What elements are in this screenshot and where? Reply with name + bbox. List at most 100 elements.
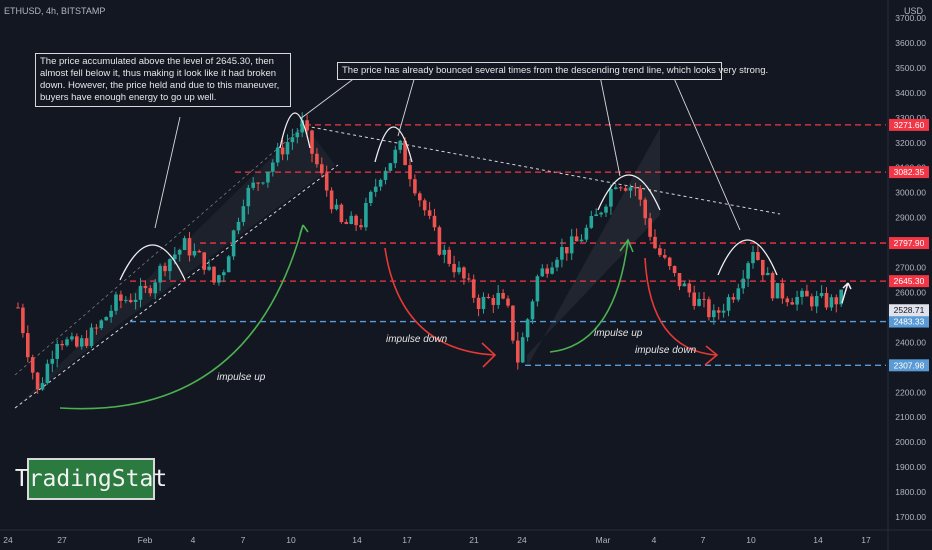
- candle-body: [491, 298, 496, 305]
- candle-body: [721, 310, 726, 313]
- candle-body: [104, 317, 108, 321]
- candle-body: [550, 267, 554, 274]
- candle-body: [124, 299, 128, 301]
- candle-body: [383, 170, 388, 180]
- candle-body: [30, 357, 35, 373]
- impulse-down-arrowhead-1: [481, 342, 497, 368]
- candle-body: [790, 302, 794, 305]
- candle-body: [712, 310, 716, 318]
- candle-body: [746, 263, 750, 279]
- candle-body: [84, 338, 89, 346]
- candle-body: [285, 142, 290, 155]
- y-tick-label: 3500.00: [895, 63, 926, 73]
- y-tick-label: 2100.00: [895, 412, 926, 422]
- candle-body: [540, 268, 545, 277]
- candle-body: [393, 149, 398, 164]
- candle-body: [467, 278, 471, 280]
- top-arc: [717, 239, 778, 276]
- x-tick-label: 17: [402, 535, 412, 545]
- candle-body: [295, 132, 300, 138]
- candle-body: [153, 282, 157, 294]
- x-tick-label: 24: [517, 535, 527, 545]
- annotation-left-note: The price accumulated above the level of…: [35, 53, 291, 107]
- candle-body: [271, 162, 275, 172]
- candle-body: [702, 298, 706, 300]
- candle-body: [628, 187, 633, 191]
- candle-body: [50, 358, 55, 364]
- x-tick-label: 27: [57, 535, 67, 545]
- annotation-top-note: The price has already bounced several ti…: [337, 62, 768, 80]
- candle-body: [197, 250, 202, 253]
- candle-body: [447, 249, 451, 264]
- candle-body: [653, 236, 657, 249]
- candle-body: [726, 297, 731, 311]
- impulse-down-label-1: impulse down: [386, 334, 448, 345]
- candle-body: [119, 294, 123, 301]
- x-tick-label: 7: [241, 535, 246, 545]
- candle-body: [305, 120, 309, 131]
- candle-body: [261, 182, 265, 184]
- candle-body: [697, 298, 701, 306]
- candle-body: [280, 147, 285, 155]
- y-tick-label: 1800.00: [895, 487, 926, 497]
- candle-body: [672, 266, 677, 273]
- up-arrow: [841, 282, 852, 304]
- candle-body: [707, 299, 711, 318]
- candle-body: [525, 319, 530, 338]
- level-price-label: 3082.35: [894, 167, 925, 177]
- candle-body: [378, 179, 383, 187]
- impulse-up-arrowhead-2: [619, 238, 634, 253]
- top-arc: [597, 174, 661, 211]
- candle-body: [643, 199, 647, 219]
- candle-body: [158, 265, 162, 283]
- candle-body: [677, 272, 682, 287]
- candle-body: [300, 120, 304, 133]
- top-arc: [374, 126, 413, 163]
- candle-body: [256, 182, 260, 184]
- candle-body: [163, 265, 167, 272]
- chart-title: ETHUSD, 4h, BITSTAMP: [4, 6, 106, 16]
- candle-body: [45, 363, 50, 384]
- candle-body: [408, 165, 412, 180]
- candle-body: [143, 285, 148, 289]
- candle-body: [687, 283, 692, 293]
- candle-body: [422, 200, 427, 211]
- level-price-tag: [889, 237, 929, 250]
- candle-body: [427, 210, 432, 216]
- impulse-down-label-2: impulse down: [635, 345, 697, 356]
- candle-body: [349, 215, 353, 224]
- candle-body: [192, 250, 197, 256]
- candle-body: [109, 310, 113, 318]
- currency-label: USD: [903, 6, 923, 16]
- candle-body: [173, 254, 177, 260]
- candle-body: [834, 297, 839, 305]
- candle-body: [765, 272, 770, 276]
- candle-body: [751, 252, 755, 264]
- top-arc: [279, 112, 311, 149]
- candle-body: [217, 275, 221, 283]
- candle-body: [506, 298, 510, 306]
- candle-body: [574, 236, 579, 242]
- candle-body: [246, 187, 251, 207]
- candle-body: [761, 259, 765, 276]
- pointer-line: [599, 75, 621, 177]
- candle-body: [310, 130, 314, 154]
- candle-body: [658, 248, 662, 256]
- candle-body: [35, 372, 40, 390]
- current-price-tag: [889, 304, 929, 317]
- candle-body: [364, 202, 368, 228]
- candle-body: [633, 187, 638, 189]
- pointer-line: [397, 75, 416, 137]
- impulse-up-curve-2: [549, 239, 629, 353]
- candle-body: [457, 267, 461, 273]
- x-tick-label: 4: [652, 535, 657, 545]
- channel-1-lower: [14, 164, 339, 409]
- rising-channel-2: [527, 128, 660, 367]
- candle-body: [148, 288, 153, 294]
- y-tick-label: 3200.00: [895, 138, 926, 148]
- candle-body: [437, 227, 442, 255]
- candle-body: [736, 288, 741, 300]
- candle-body: [55, 343, 59, 359]
- candle-body: [339, 204, 344, 222]
- candle-body: [462, 267, 466, 279]
